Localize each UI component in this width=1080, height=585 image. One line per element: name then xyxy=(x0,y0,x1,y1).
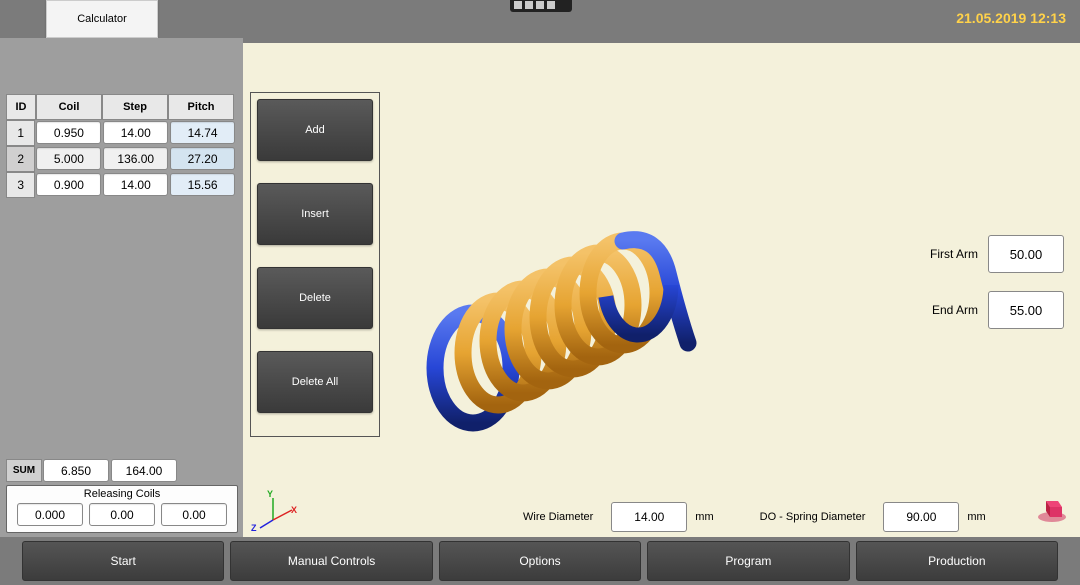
do-diameter-unit: mm xyxy=(967,511,985,523)
nav-program[interactable]: Program xyxy=(647,541,849,581)
end-arm-input[interactable]: 55.00 xyxy=(988,291,1064,329)
coil-input[interactable]: 0.900 xyxy=(36,173,101,196)
col-pitch: Pitch xyxy=(168,94,234,120)
delete-button[interactable]: Delete xyxy=(257,267,373,329)
nav-manual-controls[interactable]: Manual Controls xyxy=(230,541,432,581)
action-buttons: Add Insert Delete Delete All xyxy=(250,92,380,437)
nav-production[interactable]: Production xyxy=(856,541,1058,581)
bottom-nav: Start Manual Controls Options Program Pr… xyxy=(0,537,1080,585)
sum-label: SUM xyxy=(6,459,42,482)
table-header: ID Coil Step Pitch xyxy=(6,94,236,120)
axis-z-label: Z xyxy=(251,523,257,533)
coil-table: ID Coil Step Pitch 10.95014.0014.7425.00… xyxy=(6,94,236,198)
step-input[interactable]: 136.00 xyxy=(103,147,168,170)
insert-button[interactable]: Insert xyxy=(257,183,373,245)
sum-step: 164.00 xyxy=(111,459,177,482)
sum-row: SUM 6.850 164.00 xyxy=(6,459,236,482)
table-row[interactable]: 10.95014.0014.74 xyxy=(6,120,236,146)
table-row[interactable]: 30.90014.0015.56 xyxy=(6,172,236,198)
left-panel: ID Coil Step Pitch 10.95014.0014.7425.00… xyxy=(0,38,243,537)
releasing-value-2[interactable]: 0.00 xyxy=(161,503,227,526)
row-id: 2 xyxy=(6,146,35,172)
step-input[interactable]: 14.00 xyxy=(103,173,168,196)
top-mini-toolbar[interactable] xyxy=(510,0,572,12)
nav-start[interactable]: Start xyxy=(22,541,224,581)
wire-diameter-label: Wire Diameter xyxy=(523,511,593,523)
topbar: Calculator 21.05.2019 12:13 xyxy=(0,0,1080,38)
arm-parameters: First Arm 50.00 End Arm 55.00 xyxy=(930,235,1064,347)
pitch-input[interactable]: 14.74 xyxy=(170,121,235,144)
col-id: ID xyxy=(6,94,36,120)
do-diameter-label: DO - Spring Diameter xyxy=(760,511,866,523)
spring-3d-render xyxy=(423,213,723,453)
row-id: 1 xyxy=(6,120,35,146)
releasing-coils-panel: Releasing Coils 0.000 0.00 0.00 xyxy=(6,485,238,533)
axis-x-label: X xyxy=(291,505,297,515)
axis-y-label: Y xyxy=(267,489,273,499)
releasing-value-1[interactable]: 0.00 xyxy=(89,503,155,526)
row-id: 3 xyxy=(6,172,35,198)
step-input[interactable]: 14.00 xyxy=(103,121,168,144)
main-area: Y X Z First Arm 50.00 End Arm 55.00 Wire… xyxy=(0,38,1080,537)
col-step: Step xyxy=(102,94,168,120)
coil-input[interactable]: 0.950 xyxy=(36,121,101,144)
end-arm-label: End Arm xyxy=(932,303,978,317)
pitch-input[interactable]: 15.56 xyxy=(170,173,235,196)
diameter-parameters: Wire Diameter 14.00 mm DO - Spring Diame… xyxy=(523,502,986,532)
pitch-input[interactable]: 27.20 xyxy=(170,147,235,170)
datetime-display: 21.05.2019 12:13 xyxy=(956,10,1066,26)
col-coil: Coil xyxy=(36,94,102,120)
view-cube-icon[interactable] xyxy=(1036,493,1068,525)
releasing-label: Releasing Coils xyxy=(7,486,237,502)
first-arm-input[interactable]: 50.00 xyxy=(988,235,1064,273)
wire-diameter-unit: mm xyxy=(695,511,713,523)
table-row[interactable]: 25.000136.0027.20 xyxy=(6,146,236,172)
coil-input[interactable]: 5.000 xyxy=(36,147,101,170)
do-diameter-input[interactable]: 90.00 xyxy=(883,502,959,532)
sum-coil: 6.850 xyxy=(43,459,109,482)
nav-options[interactable]: Options xyxy=(439,541,641,581)
delete-all-button[interactable]: Delete All xyxy=(257,351,373,413)
wire-diameter-input[interactable]: 14.00 xyxy=(611,502,687,532)
add-button[interactable]: Add xyxy=(257,99,373,161)
calculator-button[interactable]: Calculator xyxy=(46,0,158,38)
first-arm-label: First Arm xyxy=(930,247,978,261)
releasing-value-0[interactable]: 0.000 xyxy=(17,503,83,526)
